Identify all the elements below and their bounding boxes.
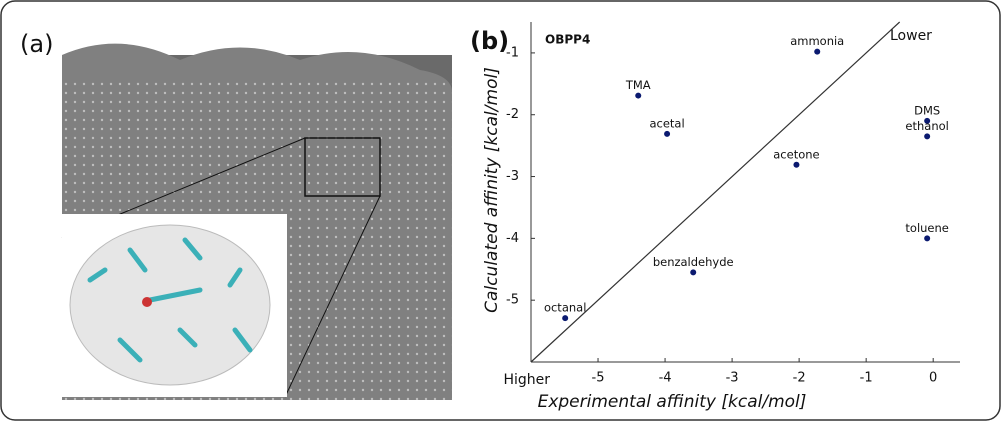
chart-title: OBPP4	[545, 33, 590, 47]
point	[924, 133, 931, 140]
x-tick-label: -5	[592, 371, 605, 386]
point	[793, 161, 800, 168]
point	[924, 235, 931, 242]
panel-label: (b)	[470, 27, 509, 55]
y-tick-label: -3	[506, 169, 519, 184]
point-label: ethanol	[905, 119, 948, 133]
corner-label: Higher	[503, 372, 550, 388]
y-tick-label: -1	[506, 45, 519, 60]
x-tick-label: 0	[929, 371, 937, 386]
point-label: DMS	[914, 103, 940, 117]
point-label: octanal	[544, 301, 586, 315]
corner-label: Lower	[890, 28, 932, 44]
point-label: acetal	[649, 116, 684, 130]
point	[690, 269, 697, 276]
x-tick-label: -3	[726, 371, 739, 386]
point	[924, 117, 931, 124]
point-label: benzaldehyde	[653, 255, 734, 269]
y-tick-label: -2	[506, 107, 519, 122]
point-label: ammonia	[790, 34, 844, 48]
point-label: acetone	[773, 147, 819, 161]
point-label: TMA	[625, 78, 651, 92]
x-axis-label: Experimental affinity [kcal/mol]	[538, 392, 807, 412]
point	[814, 48, 821, 55]
y-tick-label: -4	[506, 231, 519, 246]
x-tick-label: -1	[860, 371, 873, 386]
x-tick-label: -2	[793, 371, 806, 386]
point	[635, 92, 642, 99]
y-tick-label: -5	[506, 293, 519, 308]
protein-image	[61, 43, 452, 401]
x-tick-label: -4	[659, 371, 672, 386]
diagonal	[530, 21, 901, 363]
point	[664, 130, 671, 137]
panel-label: (a)	[20, 30, 53, 58]
point-label: toluene	[905, 221, 948, 235]
point	[562, 315, 569, 322]
y-axis-label: Calculated affinity [kcal/mol]	[482, 67, 502, 313]
